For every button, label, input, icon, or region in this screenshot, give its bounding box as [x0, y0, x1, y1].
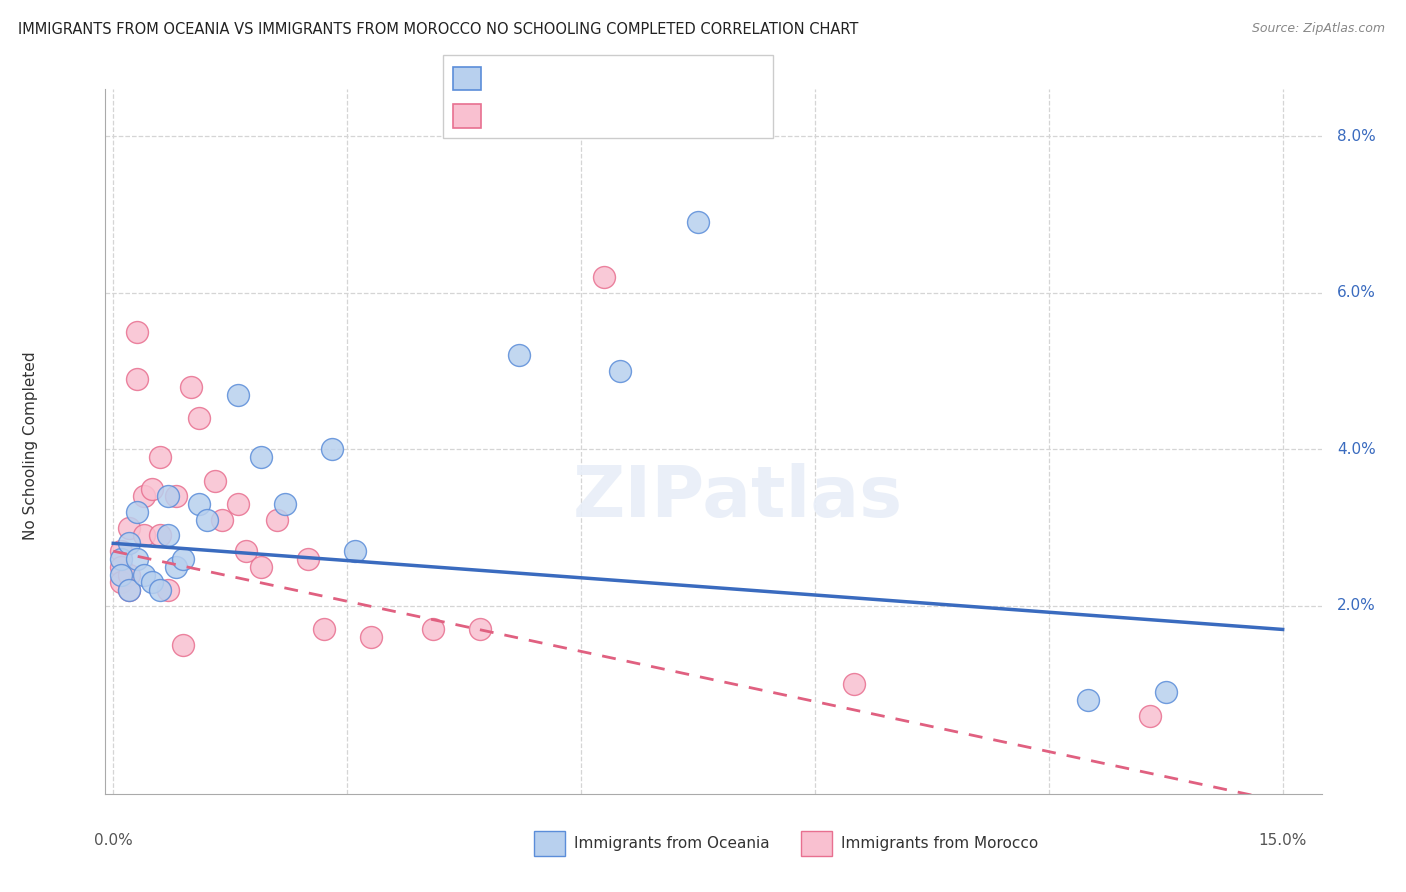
Point: [165, 489, 187, 503]
Point: [195, 513, 218, 527]
Point: [250, 559, 273, 574]
Point: [110, 544, 132, 558]
Point: [110, 559, 132, 574]
Text: R =: R =: [489, 71, 524, 86]
Point: [149, 583, 172, 598]
Point: [1154, 685, 1177, 699]
Point: [156, 489, 179, 503]
Point: [134, 528, 156, 542]
Point: [118, 583, 141, 598]
Point: [188, 497, 211, 511]
Point: [508, 348, 530, 362]
Text: N =: N =: [609, 109, 645, 123]
Point: [110, 567, 132, 582]
Text: -0.195: -0.195: [524, 109, 582, 123]
Text: 0.0%: 0.0%: [94, 833, 132, 848]
Point: [125, 552, 148, 566]
Point: [172, 638, 194, 652]
Point: [125, 325, 148, 339]
Text: 15.0%: 15.0%: [1258, 833, 1306, 848]
Point: [686, 215, 709, 229]
Text: Source: ZipAtlas.com: Source: ZipAtlas.com: [1251, 22, 1385, 36]
Text: 32: 32: [644, 109, 666, 123]
Point: [343, 544, 366, 558]
Text: N =: N =: [609, 71, 645, 86]
Point: [250, 450, 273, 465]
Point: [180, 380, 202, 394]
Point: [110, 552, 132, 566]
Point: [134, 567, 156, 582]
Point: [156, 528, 179, 542]
Point: [149, 528, 172, 542]
Point: [118, 583, 141, 598]
Text: 2.0%: 2.0%: [1337, 599, 1376, 614]
Point: [141, 482, 163, 496]
Text: 4.0%: 4.0%: [1337, 442, 1376, 457]
Point: [274, 497, 297, 511]
Point: [1077, 693, 1099, 707]
Point: [125, 505, 148, 519]
Point: [118, 536, 141, 550]
Point: [226, 497, 249, 511]
Text: 6.0%: 6.0%: [1337, 285, 1376, 301]
Point: [226, 387, 249, 401]
Point: [235, 544, 257, 558]
Text: IMMIGRANTS FROM OCEANIA VS IMMIGRANTS FROM MOROCCO NO SCHOOLING COMPLETED CORREL: IMMIGRANTS FROM OCEANIA VS IMMIGRANTS FR…: [18, 22, 859, 37]
Point: [172, 552, 194, 566]
Point: [1139, 708, 1161, 723]
Point: [156, 583, 179, 598]
Point: [422, 623, 444, 637]
Text: -0.239: -0.239: [524, 71, 582, 86]
Point: [110, 575, 132, 590]
Point: [593, 270, 616, 285]
Point: [149, 450, 172, 465]
Point: [165, 559, 187, 574]
Point: [609, 364, 631, 378]
Point: [842, 677, 865, 691]
Point: [360, 630, 382, 644]
Point: [312, 623, 335, 637]
Point: [125, 372, 148, 386]
Point: [468, 623, 491, 637]
Point: [118, 567, 141, 582]
Text: ZIPatlas: ZIPatlas: [572, 464, 903, 533]
Text: 25: 25: [644, 71, 666, 86]
Point: [321, 442, 343, 457]
Point: [188, 411, 211, 425]
Point: [266, 513, 288, 527]
Text: Immigrants from Oceania: Immigrants from Oceania: [574, 837, 769, 851]
Point: [134, 489, 156, 503]
Point: [211, 513, 233, 527]
Point: [297, 552, 319, 566]
Text: 8.0%: 8.0%: [1337, 128, 1376, 144]
Point: [204, 474, 226, 488]
Text: No Schooling Completed: No Schooling Completed: [24, 351, 38, 541]
Point: [141, 575, 163, 590]
Point: [118, 521, 141, 535]
Text: R =: R =: [489, 109, 524, 123]
Text: Immigrants from Morocco: Immigrants from Morocco: [841, 837, 1038, 851]
